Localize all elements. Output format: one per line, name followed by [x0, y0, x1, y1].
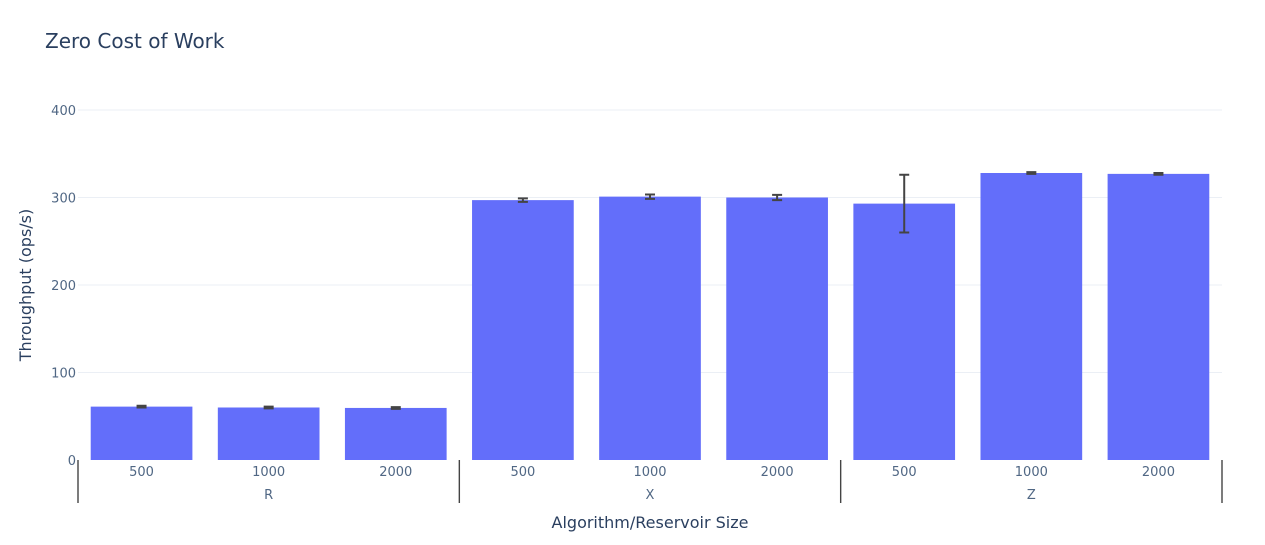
x-tick-label: 1000 — [633, 465, 666, 480]
error-bars — [136, 171, 1164, 410]
x-tick-label: 500 — [892, 465, 917, 480]
x-group-label: X — [646, 488, 655, 503]
error-bar — [136, 404, 147, 409]
error-bar — [645, 193, 655, 200]
bars — [90, 173, 1210, 461]
x-axis-title: Algorithm/Reservoir Size — [552, 513, 749, 532]
x-tick-label: 2000 — [1142, 465, 1175, 480]
y-axis-ticks: 0 100 200 300 400 — [51, 104, 76, 469]
x-tick-label: 1000 — [252, 465, 285, 480]
bar[interactable] — [90, 406, 193, 460]
y-tick-label: 0 — [68, 454, 76, 469]
error-bar — [517, 197, 528, 203]
bar[interactable] — [217, 407, 320, 461]
x-group-label: R — [264, 488, 273, 503]
error-bar — [1153, 172, 1164, 176]
y-tick-label: 400 — [51, 104, 76, 119]
bar[interactable] — [1107, 173, 1210, 460]
error-bar — [772, 193, 783, 202]
x-group-label: Z — [1027, 488, 1036, 503]
x-tick-label: 500 — [510, 465, 535, 480]
error-bar — [390, 406, 401, 410]
error-bar — [899, 173, 910, 234]
x-tick-label: 1000 — [1015, 465, 1048, 480]
x-tick-label: 2000 — [379, 465, 412, 480]
y-tick-label: 100 — [51, 367, 76, 382]
bar[interactable] — [853, 203, 956, 460]
x-tick-label: 2000 — [761, 465, 794, 480]
y-tick-label: 300 — [51, 192, 76, 207]
error-bar — [1026, 171, 1037, 175]
error-bar — [263, 405, 274, 410]
bar[interactable] — [472, 200, 574, 460]
bar[interactable] — [726, 197, 828, 461]
y-tick-label: 200 — [51, 279, 76, 294]
bar[interactable] — [599, 196, 701, 460]
y-axis-title: Throughput (ops/s) — [16, 209, 35, 363]
bar[interactable] — [344, 407, 447, 460]
chart-title: Zero Cost of Work — [45, 29, 225, 53]
x-axis-ticks: 500 1000 2000 500 1000 2000 500 1000 2000 R X Z — [77, 460, 1223, 503]
bar[interactable] — [980, 173, 1083, 460]
x-tick-label: 500 — [129, 465, 154, 480]
